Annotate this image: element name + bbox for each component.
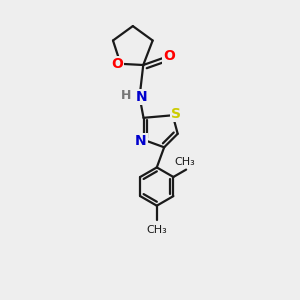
Text: N: N (136, 90, 148, 104)
Text: O: O (164, 50, 175, 63)
Text: CH₃: CH₃ (146, 225, 167, 235)
Text: CH₃: CH₃ (175, 157, 195, 167)
Text: H: H (121, 89, 131, 102)
Text: S: S (171, 107, 182, 121)
Text: N: N (135, 134, 146, 148)
Text: O: O (111, 57, 123, 71)
